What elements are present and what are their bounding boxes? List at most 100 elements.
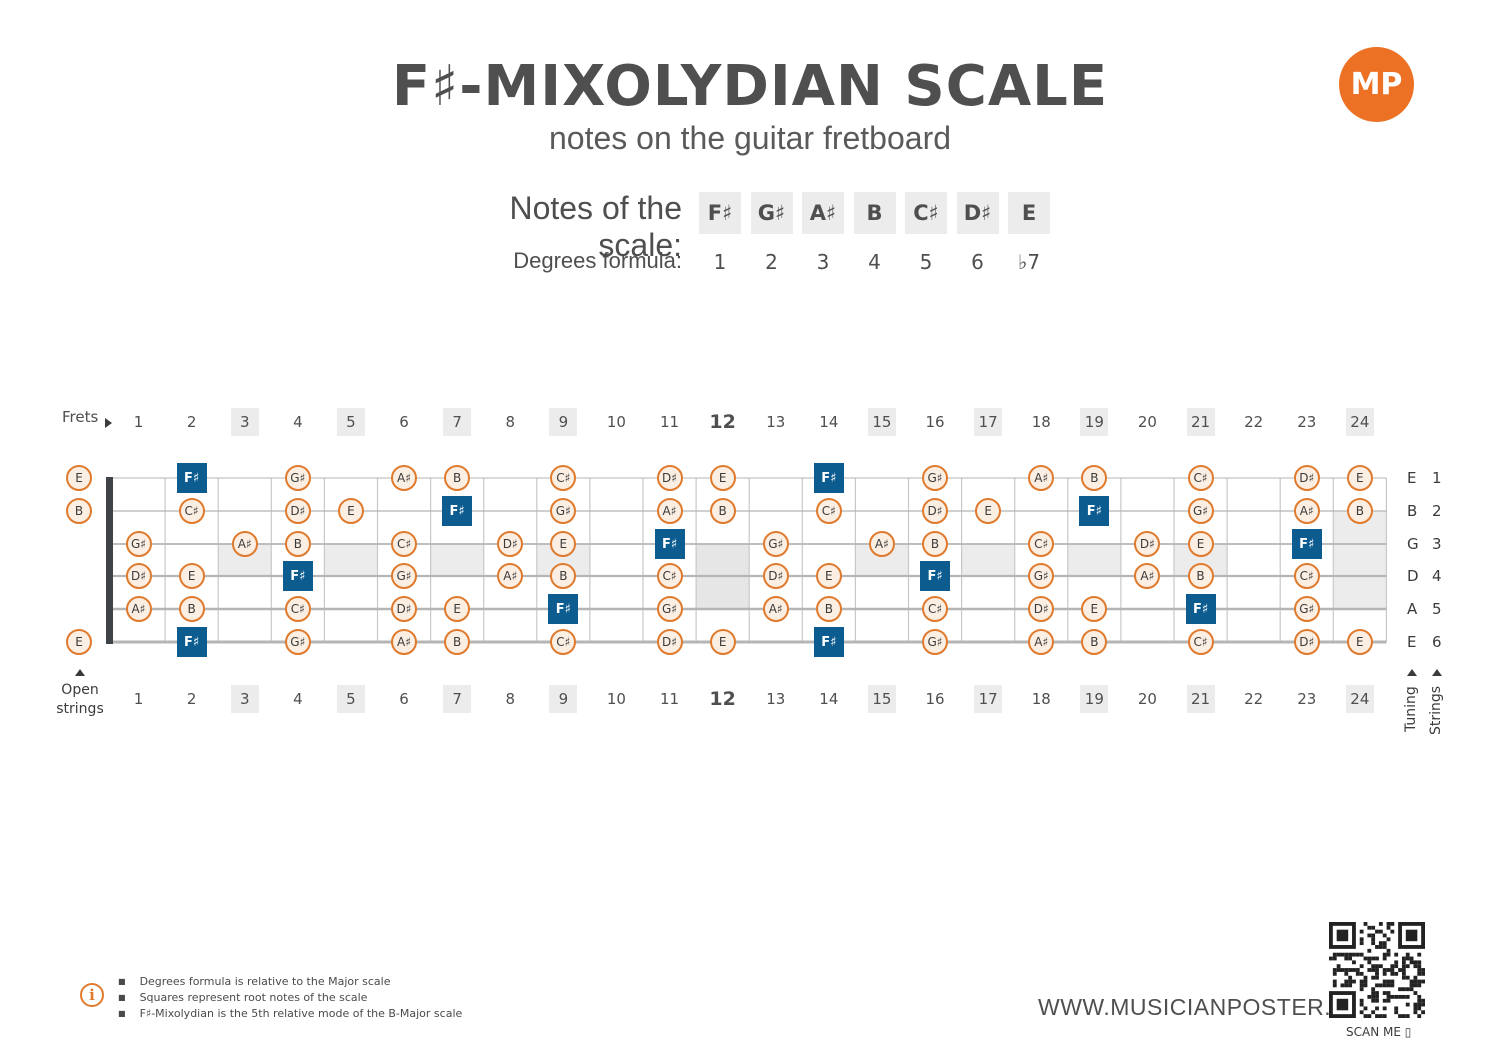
fret-number: 24	[1345, 685, 1374, 713]
fret-number: 19	[1080, 685, 1109, 713]
fret-number: 23	[1297, 413, 1317, 431]
fret-number: 7	[443, 685, 472, 713]
scale-note-marker: C♯	[1028, 531, 1055, 557]
scale-note-marker: A♯	[391, 465, 418, 491]
scale-note-marker: C♯	[815, 498, 842, 524]
qr-module	[1382, 945, 1387, 949]
scale-note-marker: C♯	[1187, 465, 1214, 491]
string-tuning: E	[1407, 633, 1417, 651]
qr-module	[1405, 952, 1410, 957]
fret-number: 6	[399, 413, 409, 431]
string-tuning: G	[1407, 535, 1419, 553]
scale-note-marker: B	[922, 531, 949, 557]
logo-icon: MP	[1339, 47, 1414, 122]
string-tuning: D	[1407, 567, 1419, 585]
fret-number: 24	[1345, 408, 1374, 436]
qr-module	[1378, 964, 1383, 969]
scale-note-marker: E	[709, 629, 736, 655]
qr-module	[1386, 948, 1391, 953]
qr-module	[1371, 933, 1376, 938]
fret-number: 21	[1186, 408, 1215, 436]
fret-number: 22	[1244, 413, 1264, 431]
qr-module	[1371, 998, 1376, 1003]
scale-note: C♯	[905, 192, 947, 234]
qr-module	[1363, 983, 1368, 988]
notes-of-scale-label: Notes of the scale:	[509, 190, 682, 263]
fret-number: 5	[336, 408, 365, 436]
qr-module	[1348, 983, 1353, 988]
scale-note-marker: B	[178, 596, 205, 622]
phone-icon: ▯	[1404, 1025, 1412, 1039]
qr-module	[1421, 1010, 1425, 1015]
fret-marker-shade	[961, 544, 1015, 576]
fret-number: 21	[1186, 685, 1215, 713]
fret-number: 13	[766, 690, 786, 708]
qr-module	[1382, 933, 1387, 938]
qr-module	[1348, 952, 1353, 957]
fret-number: 17	[974, 685, 1003, 713]
scale-note-marker: G♯	[550, 498, 577, 524]
string-number: 6	[1432, 633, 1442, 651]
qr-code-icon[interactable]	[1329, 922, 1425, 1018]
qr-module	[1401, 964, 1406, 969]
qr-module	[1359, 971, 1364, 976]
qr-module	[1413, 991, 1418, 995]
qr-module	[1367, 968, 1372, 972]
qr-module	[1348, 975, 1353, 980]
website-link[interactable]: WWW.MUSICIANPOSTER.COM	[1038, 994, 1387, 1020]
scale-note: D♯	[956, 192, 999, 234]
qr-finder	[1336, 929, 1349, 942]
qr-module	[1336, 952, 1341, 957]
root-note: F♯	[813, 627, 844, 657]
page-subtitle: notes on the guitar fretboard	[548, 120, 952, 156]
fret-number: 17	[974, 408, 1003, 436]
fret-marker-shade	[1333, 511, 1387, 609]
string-number: 4	[1432, 567, 1442, 585]
qr-module	[1421, 979, 1425, 984]
qr-module	[1371, 994, 1376, 999]
qr-module	[1363, 1006, 1368, 1011]
frets-arrow-icon	[105, 418, 112, 428]
fret-number: 4	[293, 413, 303, 431]
qr-module	[1409, 956, 1414, 961]
tuning-label: Tuning	[1403, 686, 1419, 732]
scale-note-marker: E	[444, 596, 471, 622]
scale-note-marker: G♯	[1028, 563, 1055, 589]
scan-me-label: SCAN ME ▯	[1346, 1025, 1412, 1039]
qr-module	[1367, 1014, 1372, 1018]
frets-label: Frets	[62, 408, 99, 426]
root-note: F♯	[548, 594, 579, 624]
qr-module	[1386, 952, 1391, 957]
qr-module	[1401, 956, 1406, 961]
scale-degree: 5	[919, 250, 933, 274]
scale-note-marker: B	[1187, 563, 1214, 589]
fret-number: 14	[819, 413, 839, 431]
string-number: 3	[1432, 535, 1442, 553]
fret-number: 15	[867, 685, 896, 713]
footnote: Degrees formula is relative to the Major…	[118, 974, 462, 990]
qr-module	[1359, 929, 1364, 934]
scale-note-marker: D♯	[762, 563, 789, 589]
qr-module	[1382, 991, 1387, 995]
scale-note-marker: B	[444, 629, 471, 655]
qr-module	[1421, 971, 1425, 976]
qr-module	[1390, 968, 1395, 972]
qr-module	[1401, 968, 1406, 972]
scale-note-marker: E	[1081, 596, 1108, 622]
qr-module	[1344, 983, 1349, 988]
qr-module	[1413, 1010, 1418, 1015]
scale-note-marker: D♯	[284, 498, 311, 524]
fret-number: 5	[336, 685, 365, 713]
fret-marker-shade	[1067, 544, 1121, 576]
qr-module	[1398, 1014, 1402, 1018]
qr-module	[1413, 964, 1418, 969]
qr-module	[1359, 941, 1364, 946]
qr-module	[1367, 994, 1372, 999]
scale-note-marker: G♯	[1187, 498, 1214, 524]
fret-number: 23	[1297, 690, 1317, 708]
scale-note-marker: C♯	[550, 629, 577, 655]
qr-module	[1382, 971, 1387, 976]
qr-module	[1405, 956, 1410, 961]
qr-module	[1352, 968, 1356, 972]
qr-module	[1386, 925, 1391, 930]
